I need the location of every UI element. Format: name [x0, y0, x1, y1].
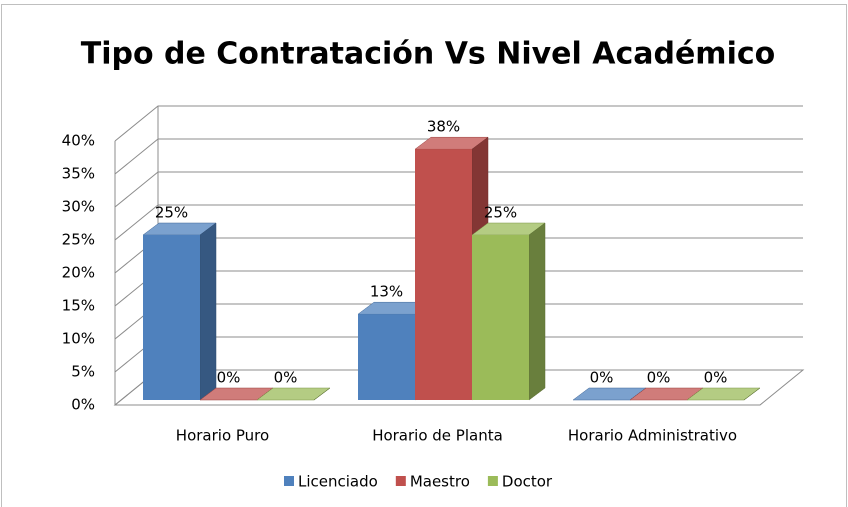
legend-label: Maestro	[410, 473, 470, 491]
data-label: 25%	[484, 204, 517, 222]
data-label: 0%	[274, 369, 298, 387]
grid-line	[114, 204, 803, 241]
x-tick-label: Horario Administrativo	[568, 427, 737, 445]
bar	[143, 235, 200, 400]
y-tick-label: 5%	[71, 363, 95, 381]
data-label: 0%	[217, 369, 241, 387]
legend-label: Doctor	[502, 473, 553, 491]
data-label: 0%	[647, 369, 671, 387]
grid-line	[114, 105, 803, 142]
bar-side	[528, 222, 546, 401]
y-tick-label: 0%	[71, 396, 95, 414]
x-tick-label: Horario Puro	[176, 427, 269, 445]
data-label: 38%	[427, 118, 460, 136]
data-label: 0%	[590, 369, 614, 387]
data-label: 13%	[370, 283, 403, 301]
y-tick-label: 20%	[62, 264, 95, 282]
bar-side	[743, 387, 761, 401]
grid-line	[114, 138, 803, 175]
bar	[415, 149, 472, 400]
y-tick-label: 15%	[62, 297, 95, 315]
legend-label: Licenciado	[298, 473, 378, 491]
bar	[472, 235, 529, 400]
chart-title: Tipo de Contratación Vs Nivel Académico	[81, 37, 776, 72]
x-tick-label: Horario de Planta	[372, 427, 503, 445]
data-label: 25%	[155, 204, 188, 222]
legend-swatch	[487, 476, 498, 486]
data-label: 0%	[704, 369, 728, 387]
y-tick-label: 30%	[62, 198, 95, 216]
y-tick-label: 10%	[62, 330, 95, 348]
grid-line	[114, 171, 803, 208]
bar-side	[199, 222, 217, 401]
y-tick-label: 40%	[62, 132, 95, 150]
y-tick-label: 25%	[62, 231, 95, 249]
bar-side	[313, 387, 331, 401]
legend-swatch	[284, 476, 294, 486]
bar	[358, 314, 415, 400]
y-tick-label: 35%	[62, 165, 95, 183]
legend-swatch	[395, 476, 406, 486]
